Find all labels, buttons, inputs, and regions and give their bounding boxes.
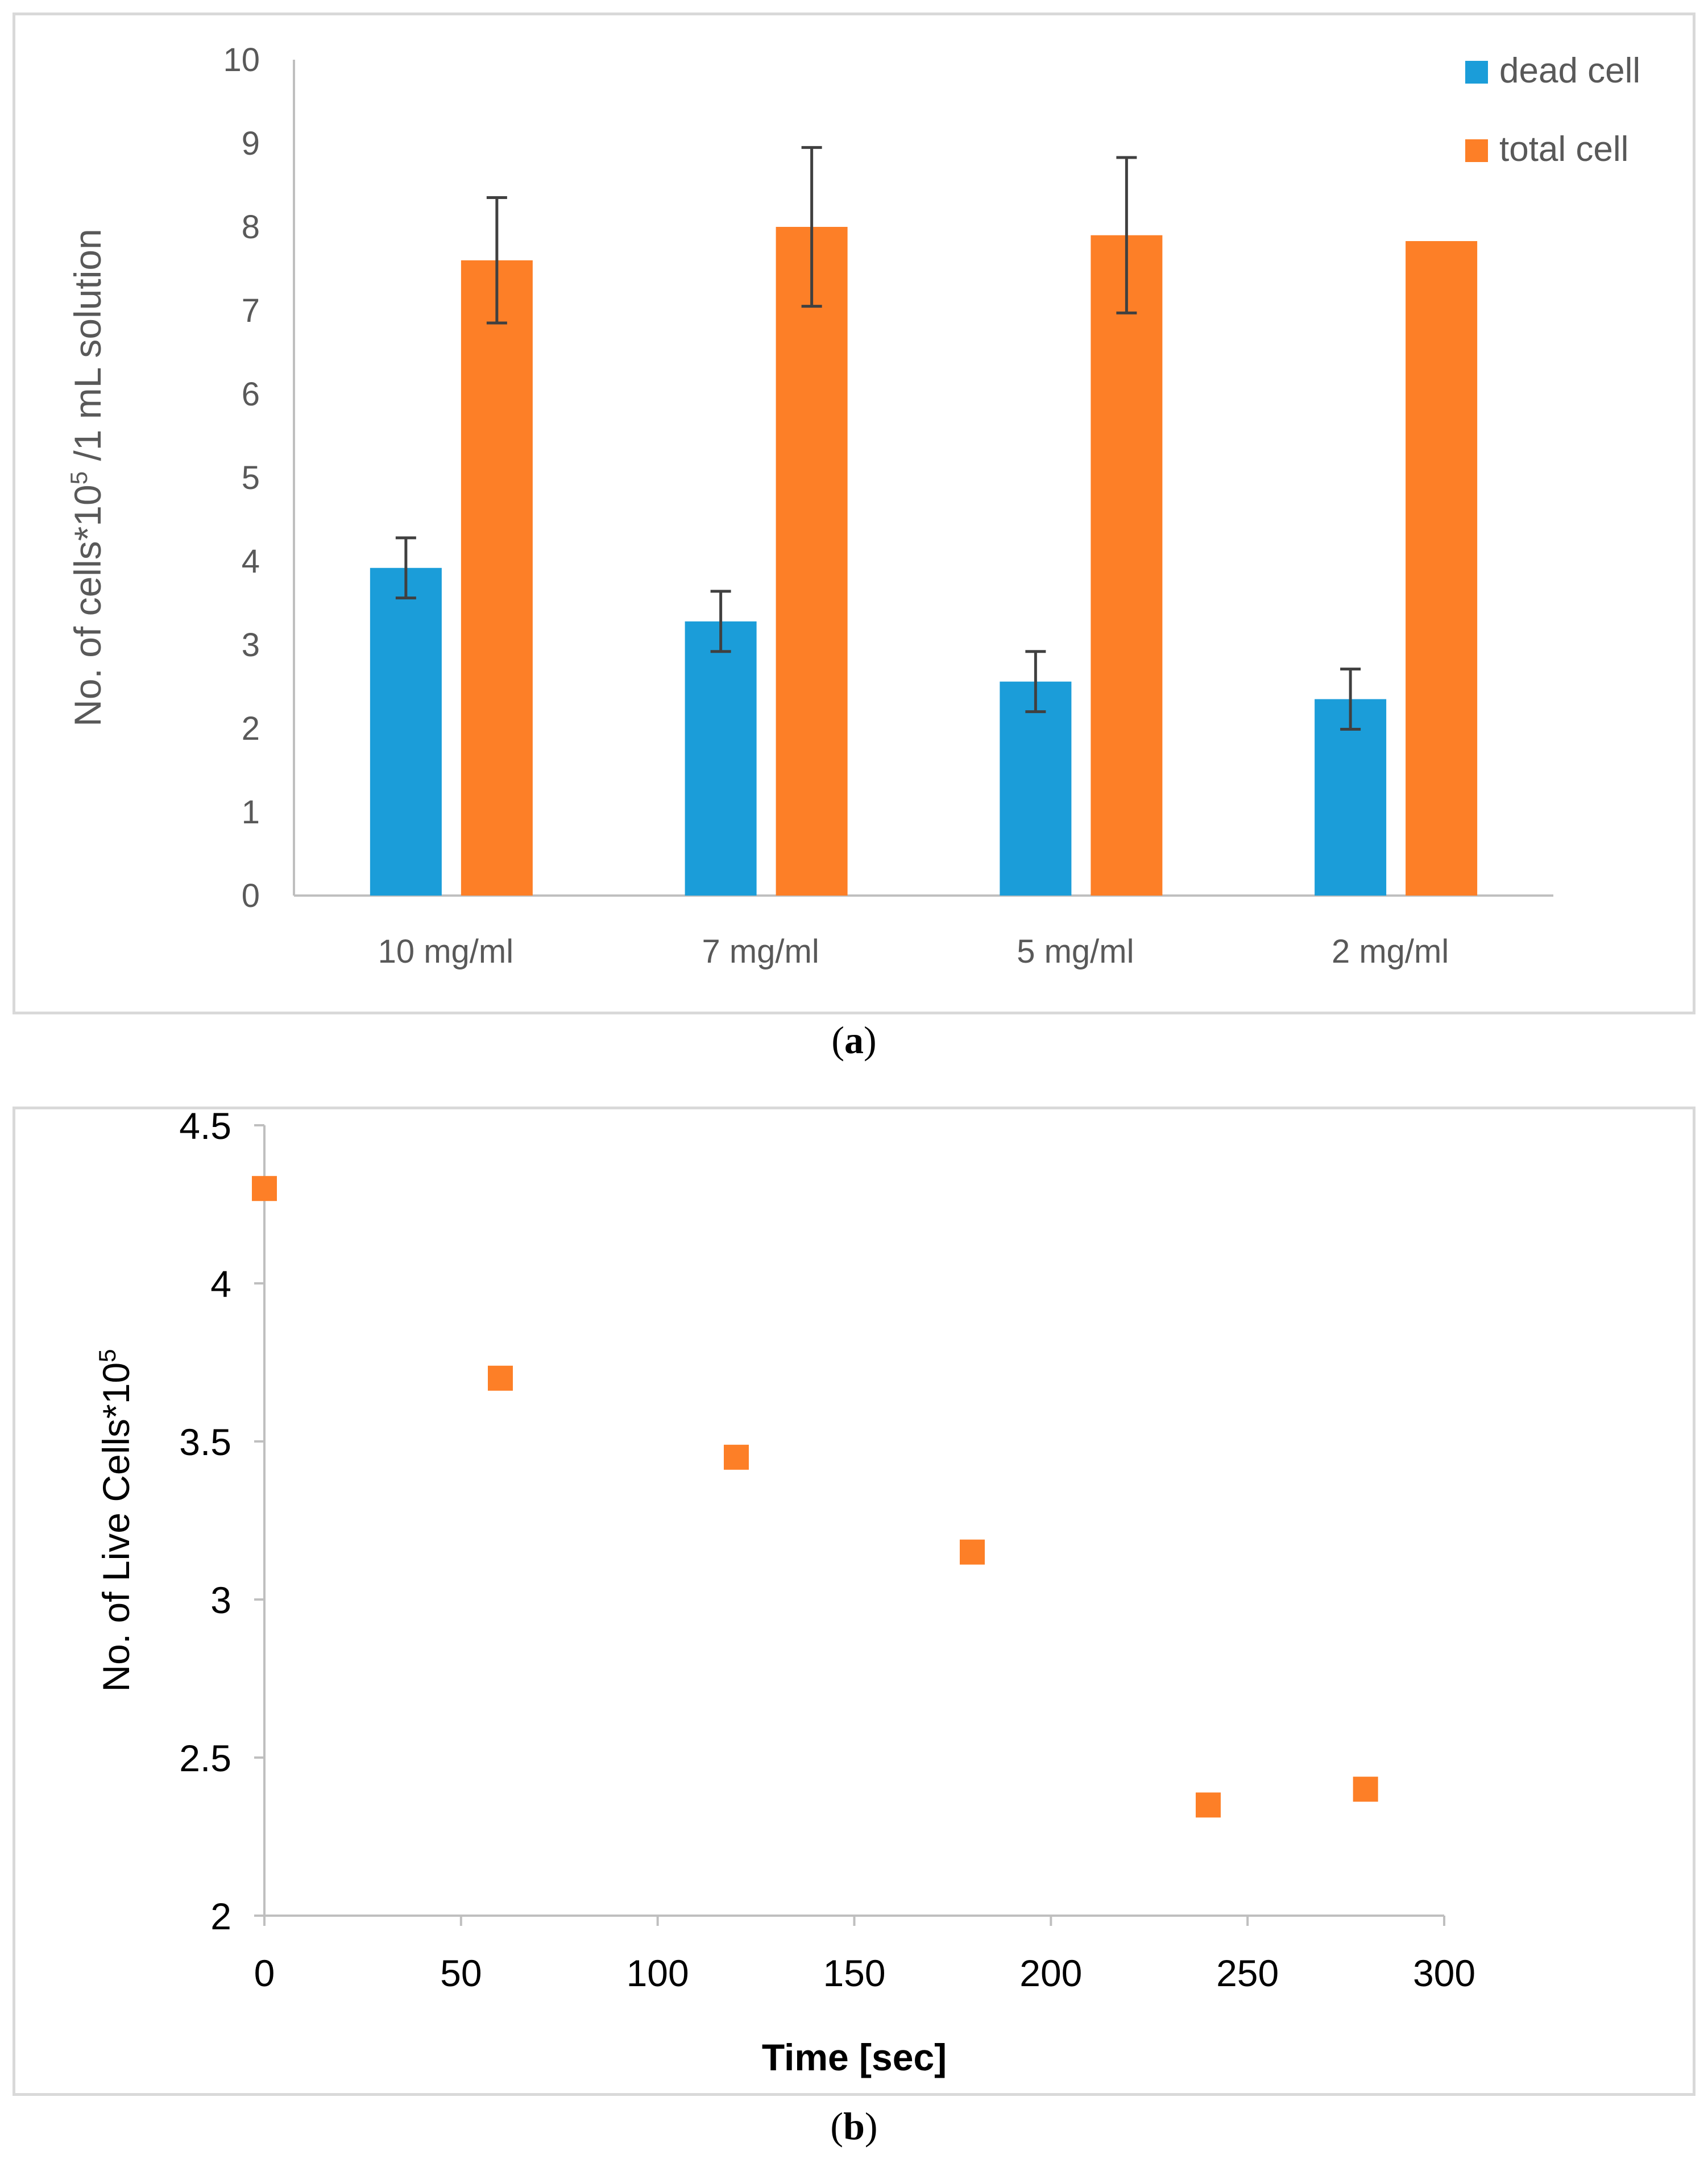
x-tick-label: 0 (254, 1952, 275, 1994)
x-tick-label: 300 (1413, 1952, 1475, 1994)
data-point (724, 1445, 749, 1470)
caption-b-letter: b (843, 2104, 865, 2148)
y-tick-label: 4.5 (179, 1105, 231, 1147)
x-tick-label: 5 mg/ml (1017, 933, 1134, 970)
chart-panel-a: 0 1 2 3 4 5 6 7 8 9 10 10 mg/ml 7 mg/ml 5 mg/ml 2 mg/m… (13, 13, 1695, 1014)
legend-label: dead cell (1499, 51, 1640, 90)
legend-swatch (1465, 61, 1488, 84)
y-tick-label: 9 (242, 125, 260, 162)
bar-total-cell (776, 227, 848, 896)
y-axis-label: No. of cells*105 /1 mL solution (65, 229, 109, 727)
x-tick-label: 100 (627, 1952, 689, 1994)
y-tick-label: 10 (223, 42, 260, 78)
bar-total-cell (461, 260, 533, 896)
x-tick-label: 7 mg/ml (702, 933, 819, 970)
caption-a-letter: a (844, 1018, 864, 1062)
y-tick-label: 3 (242, 627, 260, 664)
data-point (252, 1176, 277, 1201)
x-tick-label: 200 (1019, 1952, 1082, 1994)
chart-panel-b: 2 2.5 3 3.5 4 4.5 0 50 100 150 200 250 300 Time [sec]… (13, 1107, 1695, 2096)
legend-label: total cell (1499, 130, 1628, 169)
x-axis-label: Time [sec] (762, 2036, 947, 2078)
bar-dead-cell (370, 568, 442, 896)
y-tick-label: 2.5 (179, 1737, 231, 1779)
bar-total-cell (1406, 241, 1477, 896)
y-tick-label: 4 (242, 543, 260, 580)
y-tick-label: 3 (210, 1579, 231, 1621)
data-point (1353, 1777, 1378, 1802)
legend-swatch (1465, 139, 1488, 162)
caption-a: (a) (0, 1018, 1708, 1063)
x-tick-label: 150 (823, 1952, 885, 1994)
x-tick-label: 10 mg/ml (378, 933, 514, 970)
y-tick-label: 2 (210, 1895, 231, 1937)
y-tick-label: 3.5 (179, 1421, 231, 1463)
x-tick-label: 250 (1216, 1952, 1279, 1994)
bar-chart: 0 1 2 3 4 5 6 7 8 9 10 10 mg/ml 7 mg/ml 5 mg/ml 2 mg/m… (15, 15, 1698, 1017)
bar-dead-cell (1000, 682, 1071, 896)
x-tick-label: 2 mg/ml (1332, 933, 1449, 970)
y-axis-label: No. of Live Cells*105 (94, 1349, 137, 1692)
data-point (960, 1540, 985, 1565)
y-tick-label: 7 (242, 292, 260, 329)
data-point (1196, 1792, 1221, 1817)
data-point (488, 1366, 513, 1391)
bar-total-cell (1091, 235, 1162, 896)
bar-dead-cell (685, 621, 757, 896)
y-tick-label: 5 (242, 459, 260, 496)
x-tick-label: 50 (440, 1952, 482, 1994)
y-tick-label: 6 (242, 376, 260, 413)
caption-b: (b) (0, 2104, 1708, 2149)
y-tick-label: 2 (242, 710, 260, 747)
y-tick-label: 0 (242, 877, 260, 914)
y-tick-label: 8 (242, 209, 260, 246)
y-tick-label: 4 (210, 1263, 231, 1305)
y-tick-label: 1 (242, 794, 260, 831)
